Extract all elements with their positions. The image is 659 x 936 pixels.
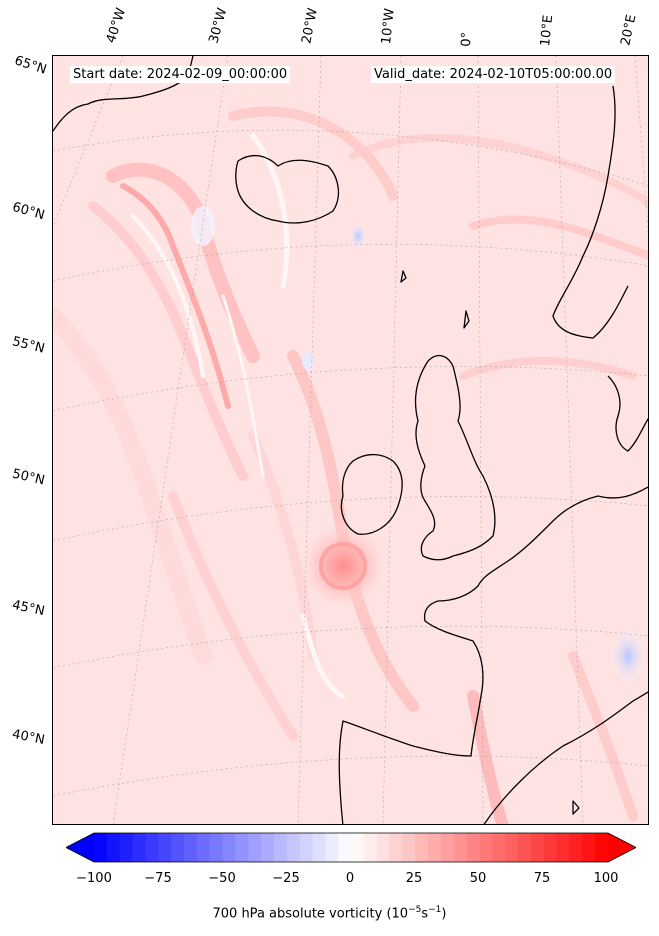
lat-label-60n: 60°N [10, 199, 47, 224]
lat-label-40n: 40°N [10, 727, 46, 748]
lon-label-20e: 20°E [618, 13, 640, 48]
colorbar-segment [530, 833, 545, 862]
colorbar-tick: 75 [533, 871, 551, 886]
colorbar-segment [351, 833, 365, 862]
colorbar-segment [132, 833, 146, 862]
colorbar-segment [261, 833, 275, 862]
colorbar-segment [94, 833, 108, 862]
colorbar-tick: 50 [469, 871, 487, 886]
colorbar-outline [66, 832, 636, 863]
colorbar-segment [235, 833, 249, 862]
colorbar-segment [402, 833, 416, 862]
colorbar-segment [363, 833, 378, 862]
colorbar-segment [453, 833, 468, 862]
colorbar-segment [119, 833, 134, 862]
colorbar-extend-low [66, 833, 94, 862]
colorbar-segment [428, 833, 442, 862]
colorbar-segment [286, 833, 301, 862]
colorbar-segment [466, 833, 480, 862]
colorbar-segment [415, 833, 429, 862]
lon-label-0: 0° [459, 31, 475, 47]
colorbar-segment [389, 833, 403, 862]
colorbar-tick: −100 [76, 871, 112, 886]
lat-label-55n: 55°N [10, 334, 47, 357]
colorbar-segment [209, 833, 223, 862]
colorbar-segment [479, 833, 493, 862]
colorbar-segment [183, 833, 198, 862]
lon-label-20w: 20°W [299, 6, 321, 45]
colorbar-segment [222, 833, 236, 862]
gridlines [53, 56, 648, 824]
lon-label-10e: 10°E [538, 14, 557, 48]
colorbar [66, 832, 636, 863]
colorbar-segment [569, 833, 583, 862]
map-frame [52, 55, 649, 825]
vorticity-bands [53, 106, 648, 824]
colorbar-segment [505, 833, 519, 862]
colorbar-segment [312, 833, 326, 862]
negative-vorticity-patch [349, 222, 367, 250]
white-filaments [131, 133, 346, 699]
vorticity-map [53, 56, 648, 824]
colorbar-segment [595, 833, 609, 862]
lon-label-40w: 40°W [103, 6, 130, 45]
vortex-center [298, 521, 388, 611]
colorbar-extend-high [608, 833, 636, 862]
colorbar-segment [556, 833, 570, 862]
colorbar-label: 700 hPa absolute vorticity (10−5s−1) [212, 905, 447, 922]
colorbar-segment [196, 833, 211, 862]
colorbar-segment [273, 833, 288, 862]
coastlines [53, 56, 648, 824]
colorbar-segment [582, 833, 596, 862]
colorbar-segment [248, 833, 262, 862]
valid-date-text: Valid_date: 2024-02-10T05:00:00.00 [371, 66, 616, 83]
colorbar-segment [158, 833, 172, 862]
colorbar-segment [492, 833, 506, 862]
lon-label-30w: 30°W [206, 6, 231, 45]
lat-label-45n: 45°N [10, 597, 46, 620]
colorbar-tick: 25 [405, 871, 423, 886]
colorbar-segment [171, 833, 185, 862]
colorbar-segment [325, 833, 339, 862]
start-date-text: Start date: 2024-02-09_00:00:00 [70, 66, 291, 83]
colorbar-segment [440, 833, 455, 862]
colorbar-segment [299, 833, 313, 862]
lat-label-50n: 50°N [10, 466, 47, 489]
colorbar-segment [106, 833, 121, 862]
colorbar-segment [145, 833, 159, 862]
field-background [53, 56, 648, 824]
colorbar-segment [338, 833, 352, 862]
lon-label-10w: 10°W [379, 7, 398, 45]
colorbar-segment [518, 833, 532, 862]
colorbar-tick: −75 [144, 871, 172, 886]
colorbar-tick: −50 [208, 871, 236, 886]
colorbar-tick: −25 [272, 871, 300, 886]
colorbar-tick: 100 [593, 871, 619, 886]
colorbar-segment [543, 833, 558, 862]
colorbar-segment [376, 833, 391, 862]
lat-label-65n: 65°N [12, 53, 49, 78]
colorbar-tick: 0 [345, 871, 355, 886]
